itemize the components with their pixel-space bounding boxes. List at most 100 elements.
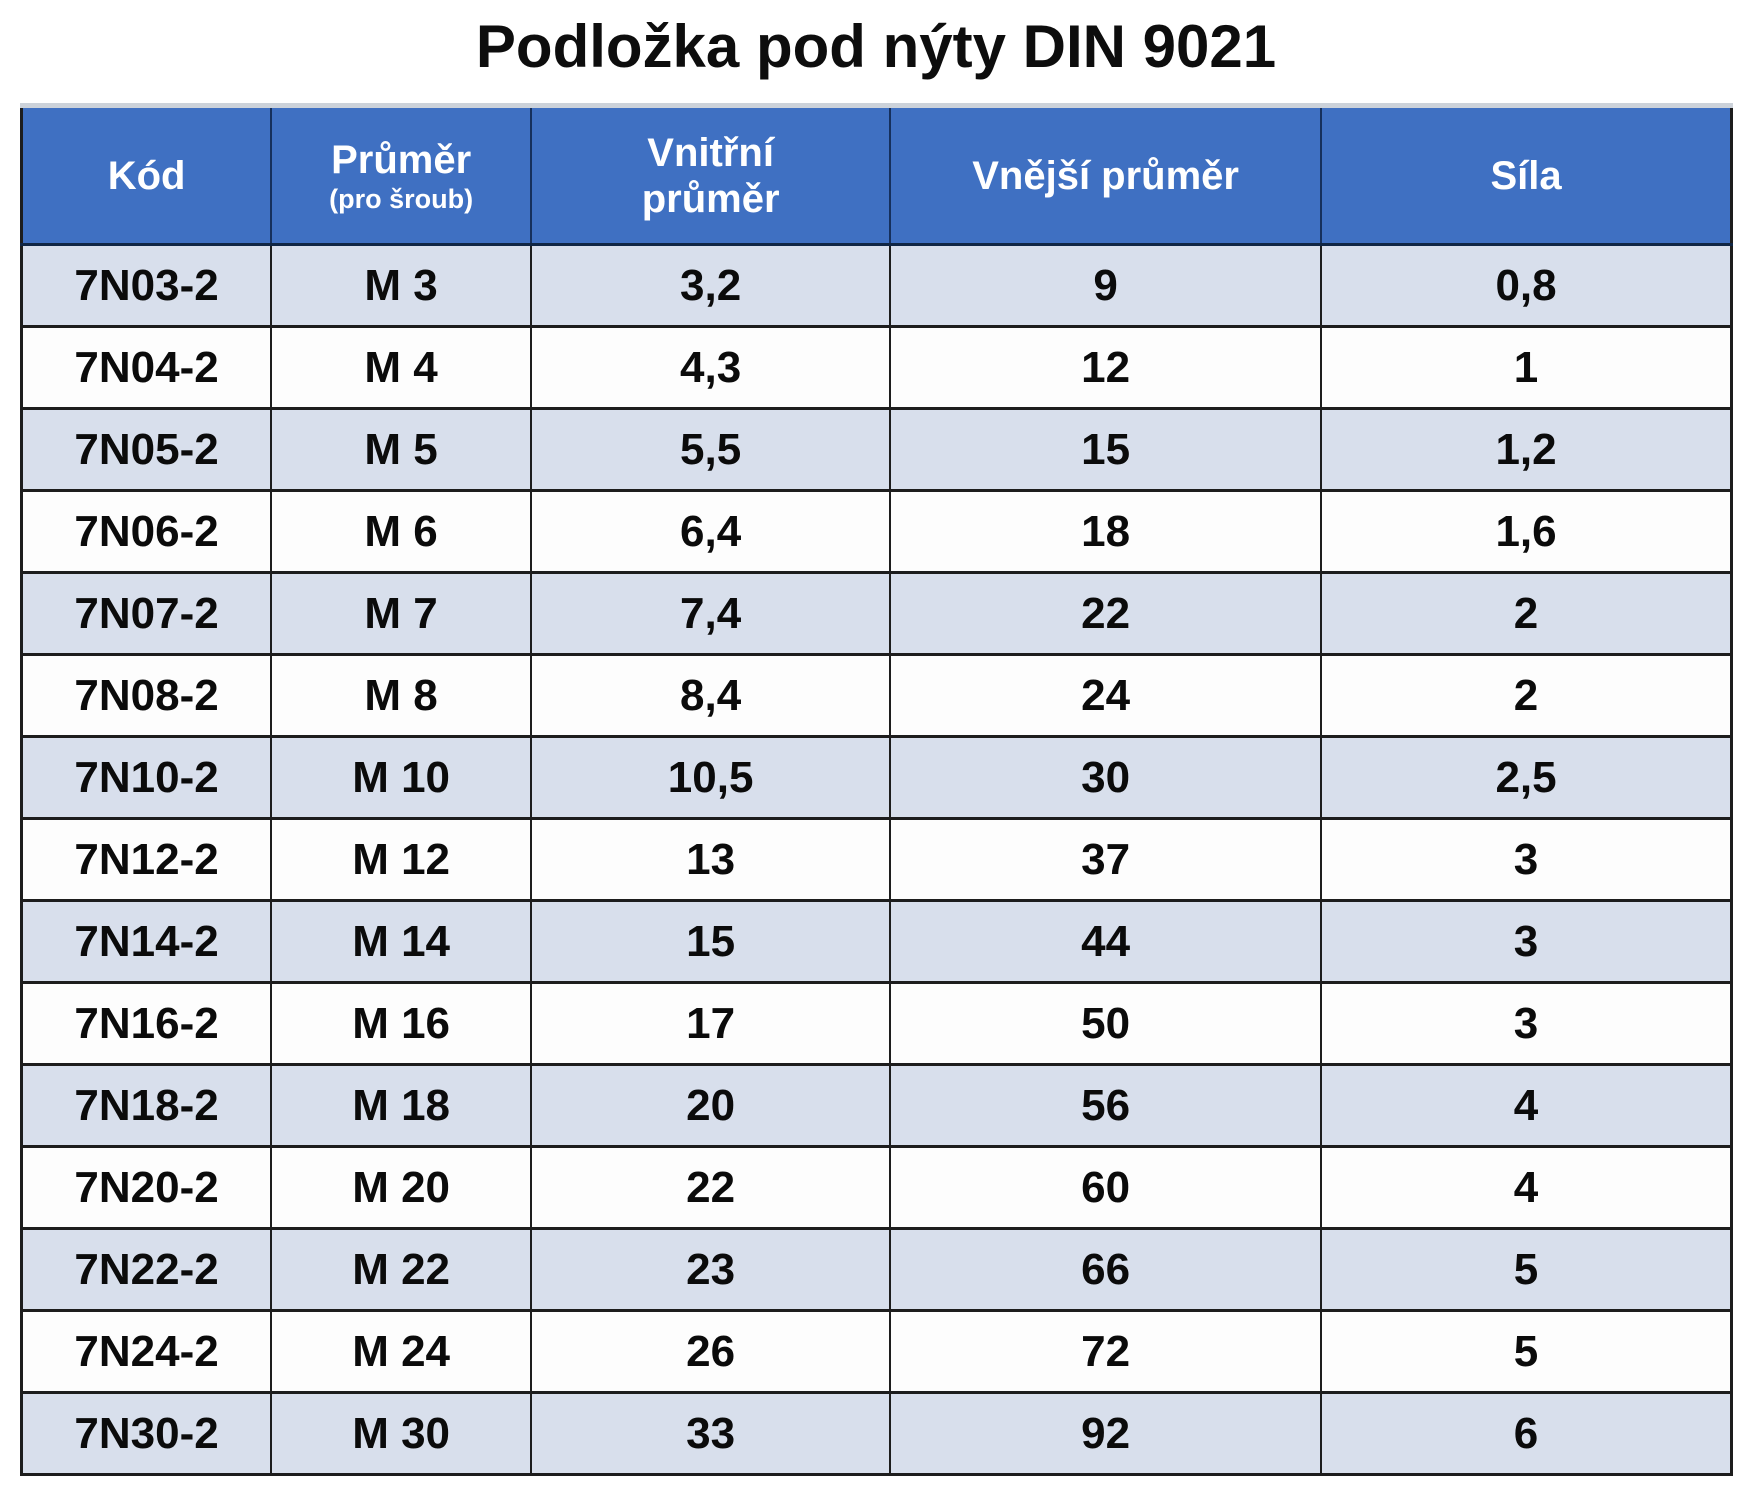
- cell-vnitrni-prumer: 33: [530, 1391, 892, 1476]
- cell-vnejsi-prumer: 92: [889, 1391, 1323, 1476]
- cell-vnitrni-prumer: 17: [530, 981, 892, 1066]
- header-sublabel-pro-sroub: (pro šroub): [329, 183, 474, 214]
- cell-vnejsi-prumer: 24: [889, 653, 1323, 738]
- cell-sila: 0,8: [1320, 243, 1733, 328]
- header-label-prumer: Průměr: [331, 137, 472, 182]
- cell-vnitrni-prumer: 26: [530, 1309, 892, 1394]
- table-row: 7N06-2 M 6 6,4 18 1,6: [20, 489, 1733, 574]
- cell-sila: 1,6: [1320, 489, 1733, 574]
- table-row: 7N30-2 M 30 33 92 6: [20, 1391, 1733, 1476]
- cell-kod: 7N10-2: [20, 735, 273, 820]
- cell-kod: 7N20-2: [20, 1145, 273, 1230]
- cell-prumer: M 14: [270, 899, 533, 984]
- cell-prumer: M 30: [270, 1391, 533, 1476]
- cell-vnitrni-prumer: 15: [530, 899, 892, 984]
- cell-kod: 7N06-2: [20, 489, 273, 574]
- cell-vnitrni-prumer: 23: [530, 1227, 892, 1312]
- cell-sila: 4: [1320, 1145, 1733, 1230]
- table-row: 7N04-2 M 4 4,3 12 1: [20, 325, 1733, 410]
- cell-prumer: M 7: [270, 571, 533, 656]
- cell-vnitrni-prumer: 13: [530, 817, 892, 902]
- header-cell-prumer: Průměr (pro šroub): [270, 104, 533, 246]
- washer-spec-table: Kód Průměr (pro šroub) Vnitřní průměr Vn…: [20, 103, 1733, 1476]
- cell-sila: 5: [1320, 1227, 1733, 1312]
- cell-prumer: M 12: [270, 817, 533, 902]
- header-label-kod: Kód: [107, 153, 186, 198]
- cell-prumer: M 4: [270, 325, 533, 410]
- table-row: 7N24-2 M 24 26 72 5: [20, 1309, 1733, 1394]
- cell-vnitrni-prumer: 6,4: [530, 489, 892, 574]
- table-row: 7N12-2 M 12 13 37 3: [20, 817, 1733, 902]
- cell-vnitrni-prumer: 7,4: [530, 571, 892, 656]
- cell-kod: 7N08-2: [20, 653, 273, 738]
- cell-sila: 1: [1320, 325, 1733, 410]
- cell-kod: 7N14-2: [20, 899, 273, 984]
- cell-vnitrni-prumer: 8,4: [530, 653, 892, 738]
- table-row: 7N05-2 M 5 5,5 15 1,2: [20, 407, 1733, 492]
- cell-vnejsi-prumer: 9: [889, 243, 1323, 328]
- cell-sila: 2: [1320, 571, 1733, 656]
- cell-kod: 7N12-2: [20, 817, 273, 902]
- cell-sila: 4: [1320, 1063, 1733, 1148]
- cell-kod: 7N22-2: [20, 1227, 273, 1312]
- table-row: 7N16-2 M 16 17 50 3: [20, 981, 1733, 1066]
- cell-kod: 7N05-2: [20, 407, 273, 492]
- cell-prumer: M 20: [270, 1145, 533, 1230]
- cell-vnejsi-prumer: 22: [889, 571, 1323, 656]
- cell-kod: 7N18-2: [20, 1063, 273, 1148]
- table-row: 7N08-2 M 8 8,4 24 2: [20, 653, 1733, 738]
- cell-vnejsi-prumer: 60: [889, 1145, 1323, 1230]
- header-cell-sila: Síla: [1320, 104, 1733, 246]
- cell-sila: 3: [1320, 817, 1733, 902]
- header-cell-kod: Kód: [20, 104, 273, 246]
- header-label-sila: Síla: [1490, 153, 1562, 198]
- cell-vnitrni-prumer: 4,3: [530, 325, 892, 410]
- cell-sila: 1,2: [1320, 407, 1733, 492]
- cell-vnejsi-prumer: 18: [889, 489, 1323, 574]
- cell-prumer: M 6: [270, 489, 533, 574]
- header-label-vnitrni-prumer: Vnitřní průměr: [641, 130, 780, 221]
- table-row: 7N07-2 M 7 7,4 22 2: [20, 571, 1733, 656]
- cell-vnitrni-prumer: 3,2: [530, 243, 892, 328]
- table-body: 7N03-2 M 3 3,2 9 0,8 7N04-2 M 4 4,3 12 1 7N05-2 M 5…: [20, 243, 1733, 1476]
- cell-sila: 2,5: [1320, 735, 1733, 820]
- cell-prumer: M 16: [270, 981, 533, 1066]
- table-row: 7N22-2 M 22 23 66 5: [20, 1227, 1733, 1312]
- cell-vnejsi-prumer: 56: [889, 1063, 1323, 1148]
- cell-prumer: M 10: [270, 735, 533, 820]
- cell-sila: 6: [1320, 1391, 1733, 1476]
- cell-vnitrni-prumer: 5,5: [530, 407, 892, 492]
- cell-kod: 7N24-2: [20, 1309, 273, 1394]
- table-row: 7N03-2 M 3 3,2 9 0,8: [20, 243, 1733, 328]
- header-row: Kód Průměr (pro šroub) Vnitřní průměr Vn…: [20, 104, 1733, 246]
- cell-kod: 7N30-2: [20, 1391, 273, 1476]
- cell-vnitrni-prumer: 20: [530, 1063, 892, 1148]
- cell-prumer: M 5: [270, 407, 533, 492]
- cell-vnejsi-prumer: 72: [889, 1309, 1323, 1394]
- cell-prumer: M 24: [270, 1309, 533, 1394]
- cell-kod: 7N04-2: [20, 325, 273, 410]
- cell-vnejsi-prumer: 66: [889, 1227, 1323, 1312]
- cell-kod: 7N16-2: [20, 981, 273, 1066]
- cell-sila: 3: [1320, 899, 1733, 984]
- cell-kod: 7N07-2: [20, 571, 273, 656]
- cell-vnitrni-prumer: 10,5: [530, 735, 892, 820]
- cell-vnejsi-prumer: 37: [889, 817, 1323, 902]
- cell-vnejsi-prumer: 12: [889, 325, 1323, 410]
- cell-vnejsi-prumer: 50: [889, 981, 1323, 1066]
- cell-vnejsi-prumer: 44: [889, 899, 1323, 984]
- cell-vnitrni-prumer: 22: [530, 1145, 892, 1230]
- cell-vnejsi-prumer: 15: [889, 407, 1323, 492]
- cell-prumer: M 8: [270, 653, 533, 738]
- cell-sila: 5: [1320, 1309, 1733, 1394]
- cell-sila: 3: [1320, 981, 1733, 1066]
- cell-prumer: M 3: [270, 243, 533, 328]
- cell-prumer: M 18: [270, 1063, 533, 1148]
- table-row: 7N18-2 M 18 20 56 4: [20, 1063, 1733, 1148]
- cell-kod: 7N03-2: [20, 243, 273, 328]
- cell-prumer: M 22: [270, 1227, 533, 1312]
- header-cell-vnitrni-prumer: Vnitřní průměr: [530, 104, 892, 246]
- header-label-vnejsi-prumer: Vnější průměr: [972, 153, 1239, 198]
- page-title: Podložka pod nýty DIN 9021: [475, 13, 1277, 80]
